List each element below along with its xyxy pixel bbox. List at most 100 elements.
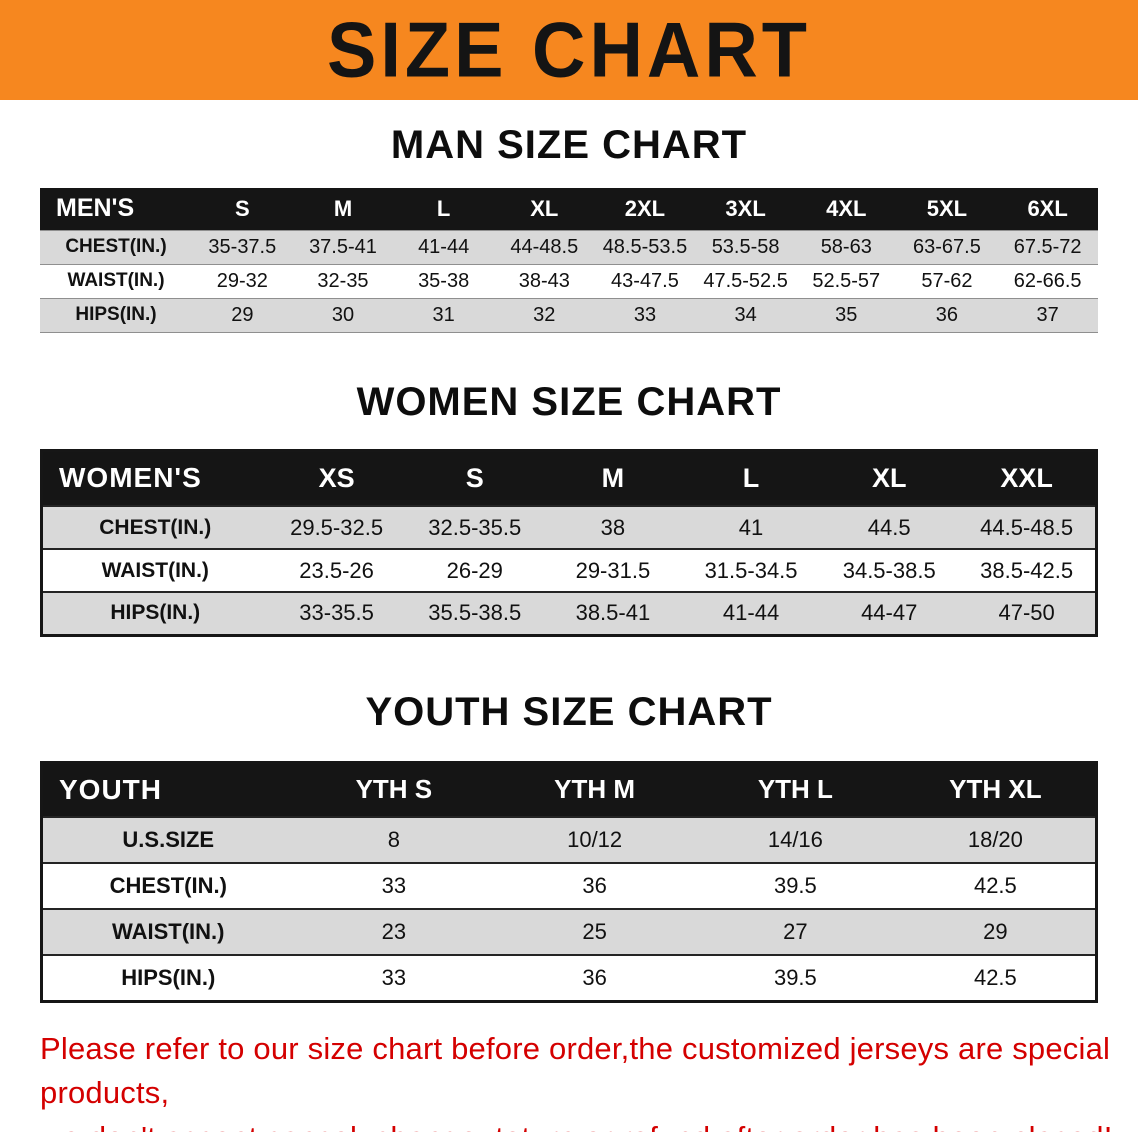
size-chart-banner: SIZE CHART [0, 0, 1138, 100]
women-size-table: WOMEN'S XS S M L XL XXL CHEST(IN.) 29.5-32.5 32.… [40, 448, 1098, 637]
size-value-cell: 53.5-58 [695, 229, 796, 264]
size-value-cell: 31.5-34.5 [681, 548, 821, 592]
youth-size-table: YOUTH YTH S YTH M YTH L YTH XL U.S.SIZE 8 10/1… [40, 760, 1098, 1003]
size-value-cell: 34 [695, 297, 796, 333]
row-label: HIPS(IN.) [41, 591, 268, 635]
size-value-cell: 63-67.5 [896, 229, 998, 264]
size-value-cell: 47.5-52.5 [695, 263, 796, 298]
size-value-cell: 36 [896, 297, 998, 333]
row-label: WAIST(IN.) [40, 263, 192, 298]
table-corner-label: MEN'S [40, 188, 192, 230]
size-value-cell: 39.5 [695, 954, 896, 1001]
size-column-header: 3XL [695, 188, 796, 230]
size-value-cell: 29 [895, 908, 1097, 955]
size-column-header: YTH S [293, 762, 495, 817]
size-value-cell: 10/12 [494, 816, 695, 863]
size-value-cell: 39.5 [695, 862, 896, 909]
size-value-cell: 44.5 [820, 505, 959, 549]
row-label: HIPS(IN.) [41, 954, 294, 1001]
table-row: HIPS(IN.) 29 30 31 32 33 34 35 36 37 [40, 297, 1098, 333]
table-row: U.S.SIZE 8 10/12 14/16 18/20 [41, 816, 1097, 863]
size-value-cell: 8 [293, 816, 495, 863]
table-row: WAIST(IN.) 23.5-26 26-29 29-31.5 31.5-34.5 34… [41, 548, 1097, 592]
size-value-cell: 25 [494, 908, 695, 955]
size-column-header: XL [820, 450, 959, 506]
size-value-cell: 29.5-32.5 [267, 505, 406, 549]
size-value-cell: 29-31.5 [543, 548, 682, 592]
men-size-table: MEN'S S M L XL 2XL 3XL 4XL 5XL 6XL CHEST(IN.) 35-3… [40, 188, 1098, 333]
men-table-body: CHEST(IN.) 35-37.5 37.5-41 41-44 44-48.5 48.5… [40, 229, 1098, 333]
size-value-cell: 29-32 [192, 263, 293, 298]
men-section-heading: MAN SIZE CHART [390, 123, 748, 167]
table-row: HIPS(IN.) 33-35.5 35.5-38.5 38.5-41 41-44 44-… [41, 591, 1097, 635]
size-column-header: XXL [958, 450, 1097, 506]
banner-title: SIZE CHART [327, 5, 811, 94]
youth-table-body: U.S.SIZE 8 10/12 14/16 18/20 CHEST(IN.) 33 36 39… [41, 816, 1097, 1001]
row-label: CHEST(IN.) [40, 229, 192, 264]
women-size-section: WOMEN SIZE CHART WOMEN'S XS S M L XL XXL CHEST… [0, 379, 1138, 637]
row-label: WAIST(IN.) [41, 908, 294, 955]
size-value-cell: 31 [393, 297, 494, 333]
size-value-cell: 38-43 [493, 263, 595, 298]
size-value-cell: 34.5-38.5 [820, 548, 959, 592]
size-value-cell: 37.5-41 [292, 229, 394, 264]
size-value-cell: 27 [695, 908, 896, 955]
size-column-header: S [192, 188, 293, 230]
size-value-cell: 41 [681, 505, 821, 549]
men-table-header: MEN'S S M L XL 2XL 3XL 4XL 5XL 6XL [40, 188, 1098, 230]
size-value-cell: 35 [795, 297, 897, 333]
size-column-header: 4XL [795, 188, 897, 230]
size-value-cell: 44-47 [820, 591, 959, 635]
size-value-cell: 26-29 [405, 548, 544, 592]
size-column-header: YTH XL [895, 762, 1097, 817]
size-value-cell: 44-48.5 [493, 229, 595, 264]
size-value-cell: 23.5-26 [267, 548, 406, 592]
size-value-cell: 35.5-38.5 [405, 591, 544, 635]
size-value-cell: 32-35 [292, 263, 394, 298]
size-column-header: M [543, 450, 682, 506]
size-value-cell: 14/16 [695, 816, 896, 863]
size-value-cell: 23 [293, 908, 495, 955]
row-label: CHEST(IN.) [41, 862, 294, 909]
row-label: HIPS(IN.) [40, 297, 192, 333]
size-value-cell: 33 [293, 954, 495, 1001]
size-value-cell: 47-50 [958, 591, 1097, 635]
size-value-cell: 67.5-72 [997, 229, 1098, 264]
table-row: WAIST(IN.) 23 25 27 29 [41, 908, 1097, 955]
men-size-section: MAN SIZE CHART MEN'S S M L XL 2XL 3XL 4XL 5XL 6XL… [0, 122, 1138, 333]
size-value-cell: 32.5-35.5 [405, 505, 544, 549]
table-corner-label: YOUTH [41, 762, 294, 817]
size-value-cell: 43-47.5 [594, 263, 696, 298]
size-column-header: S [405, 450, 544, 506]
size-value-cell: 42.5 [895, 862, 1097, 909]
size-value-cell: 33 [594, 297, 696, 333]
size-value-cell: 42.5 [895, 954, 1097, 1001]
row-label: CHEST(IN.) [41, 505, 268, 549]
size-column-header: XS [267, 450, 406, 506]
size-column-header: 2XL [594, 188, 696, 230]
size-value-cell: 38.5-42.5 [958, 548, 1097, 592]
size-value-cell: 35-38 [393, 263, 494, 298]
size-column-header: 6XL [997, 188, 1098, 230]
table-row: WAIST(IN.) 29-32 32-35 35-38 38-43 43-47.5 47.… [40, 263, 1098, 298]
footer-note-line-2: we don't accept cancel, change, teturn o… [40, 1116, 1138, 1132]
women-table-body: CHEST(IN.) 29.5-32.5 32.5-35.5 38 41 44.5 44.5… [41, 505, 1097, 635]
size-column-header: XL [493, 188, 595, 230]
youth-section-heading: YOUTH SIZE CHART [365, 689, 773, 734]
size-value-cell: 32 [493, 297, 595, 333]
size-column-header: 5XL [896, 188, 998, 230]
table-corner-label: WOMEN'S [41, 450, 268, 506]
size-value-cell: 38 [543, 505, 682, 549]
size-value-cell: 36 [494, 954, 695, 1001]
size-value-cell: 48.5-53.5 [594, 229, 696, 264]
size-value-cell: 44.5-48.5 [958, 505, 1097, 549]
size-value-cell: 62-66.5 [997, 263, 1098, 298]
size-value-cell: 57-62 [896, 263, 998, 298]
size-value-cell: 41-44 [681, 591, 821, 635]
size-value-cell: 29 [192, 297, 293, 333]
size-column-header: L [393, 188, 494, 230]
table-row: CHEST(IN.) 35-37.5 37.5-41 41-44 44-48.5 48.5… [40, 229, 1098, 264]
table-header-row: WOMEN'S XS S M L XL XXL [41, 450, 1097, 506]
size-column-header: YTH L [695, 762, 896, 817]
table-row: HIPS(IN.) 33 36 39.5 42.5 [41, 954, 1097, 1001]
